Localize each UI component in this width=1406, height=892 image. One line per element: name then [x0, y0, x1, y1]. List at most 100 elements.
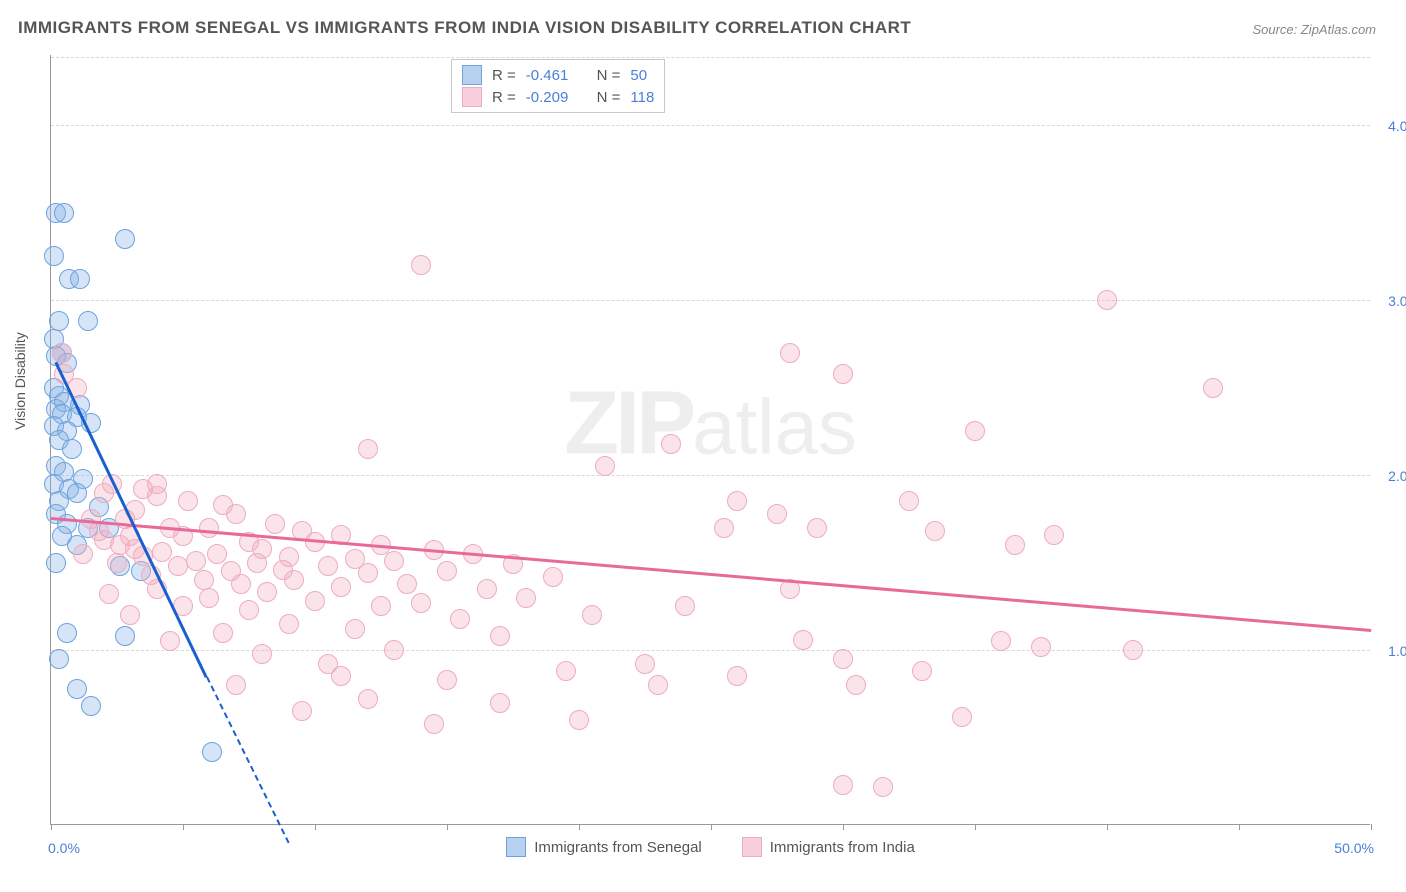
- data-point: [73, 544, 93, 564]
- legend-swatch-senegal: [506, 837, 526, 857]
- data-point: [252, 644, 272, 664]
- data-point: [331, 577, 351, 597]
- legend-swatch-india: [742, 837, 762, 857]
- data-point: [168, 556, 188, 576]
- data-point: [49, 649, 69, 669]
- r-value-senegal: -0.461: [526, 67, 569, 84]
- data-point: [70, 269, 90, 289]
- x-tick: [1107, 824, 1108, 830]
- data-point: [292, 701, 312, 721]
- data-point: [178, 491, 198, 511]
- plot-area: ZIPatlas 1.0%2.0%3.0%4.0% R = -0.461 N =…: [50, 55, 1370, 825]
- data-point: [257, 582, 277, 602]
- y-tick-label: 1.0%: [1376, 643, 1406, 659]
- data-point: [793, 630, 813, 650]
- data-point: [284, 570, 304, 590]
- swatch-senegal: [462, 65, 482, 85]
- y-tick-label: 2.0%: [1376, 468, 1406, 484]
- data-point: [305, 591, 325, 611]
- data-point: [437, 561, 457, 581]
- data-point: [1097, 290, 1117, 310]
- gridline: 3.0%: [51, 300, 1370, 301]
- data-point: [107, 553, 127, 573]
- trend-line: [206, 677, 290, 844]
- data-point: [67, 483, 87, 503]
- data-point: [78, 311, 98, 331]
- data-point: [873, 777, 893, 797]
- stat-row-senegal: R = -0.461 N = 50: [462, 64, 654, 86]
- r-value-india: -0.209: [526, 89, 569, 106]
- data-point: [160, 631, 180, 651]
- watermark-zip: ZIP: [564, 374, 692, 474]
- data-point: [833, 649, 853, 669]
- data-point: [899, 491, 919, 511]
- data-point: [279, 614, 299, 634]
- gridline: 1.0%: [51, 650, 1370, 651]
- data-point: [384, 551, 404, 571]
- data-point: [1203, 378, 1223, 398]
- x-tick-label-50: 50.0%: [1334, 840, 1374, 856]
- data-point: [912, 661, 932, 681]
- chart-title: IMMIGRANTS FROM SENEGAL VS IMMIGRANTS FR…: [18, 18, 911, 38]
- n-value-india: 118: [630, 89, 654, 106]
- data-point: [767, 504, 787, 524]
- data-point: [437, 670, 457, 690]
- y-axis-title: Vision Disability: [12, 332, 28, 430]
- y-tick-label: 4.0%: [1376, 118, 1406, 134]
- data-point: [115, 626, 135, 646]
- data-point: [46, 553, 66, 573]
- legend-item-senegal: Immigrants from Senegal: [506, 837, 702, 857]
- x-tick: [1371, 824, 1372, 830]
- data-point: [345, 619, 365, 639]
- data-point: [54, 203, 74, 223]
- gridline: 2.0%: [51, 475, 1370, 476]
- data-point: [371, 596, 391, 616]
- data-point: [727, 666, 747, 686]
- data-point: [675, 596, 695, 616]
- data-point: [411, 593, 431, 613]
- data-point: [516, 588, 536, 608]
- data-point: [1005, 535, 1025, 555]
- data-point: [925, 521, 945, 541]
- legend-label-senegal: Immigrants from Senegal: [534, 839, 702, 856]
- data-point: [450, 609, 470, 629]
- data-point: [384, 640, 404, 660]
- data-point: [477, 579, 497, 599]
- data-point: [991, 631, 1011, 651]
- data-point: [331, 666, 351, 686]
- data-point: [99, 584, 119, 604]
- x-tick: [183, 824, 184, 830]
- data-point: [67, 679, 87, 699]
- data-point: [358, 563, 378, 583]
- x-tick: [975, 824, 976, 830]
- data-point: [595, 456, 615, 476]
- x-tick: [51, 824, 52, 830]
- data-point: [202, 742, 222, 762]
- data-point: [265, 514, 285, 534]
- data-point: [207, 544, 227, 564]
- gridline: 4.0%: [51, 125, 1370, 126]
- data-point: [213, 623, 233, 643]
- data-point: [397, 574, 417, 594]
- data-point: [952, 707, 972, 727]
- data-point: [648, 675, 668, 695]
- data-point: [727, 491, 747, 511]
- data-point: [199, 588, 219, 608]
- data-point: [147, 474, 167, 494]
- data-point: [358, 439, 378, 459]
- y-tick-label: 3.0%: [1376, 293, 1406, 309]
- stat-box: R = -0.461 N = 50 R = -0.209 N = 118: [451, 59, 665, 113]
- x-tick-label-0: 0.0%: [48, 840, 80, 856]
- data-point: [199, 518, 219, 538]
- data-point: [490, 626, 510, 646]
- data-point: [582, 605, 602, 625]
- x-tick: [315, 824, 316, 830]
- source-label: Source: ZipAtlas.com: [1252, 22, 1376, 37]
- data-point: [807, 518, 827, 538]
- data-point: [247, 553, 267, 573]
- data-point: [661, 434, 681, 454]
- data-point: [120, 605, 140, 625]
- data-point: [239, 600, 259, 620]
- swatch-india: [462, 87, 482, 107]
- r-label: R =: [492, 67, 516, 84]
